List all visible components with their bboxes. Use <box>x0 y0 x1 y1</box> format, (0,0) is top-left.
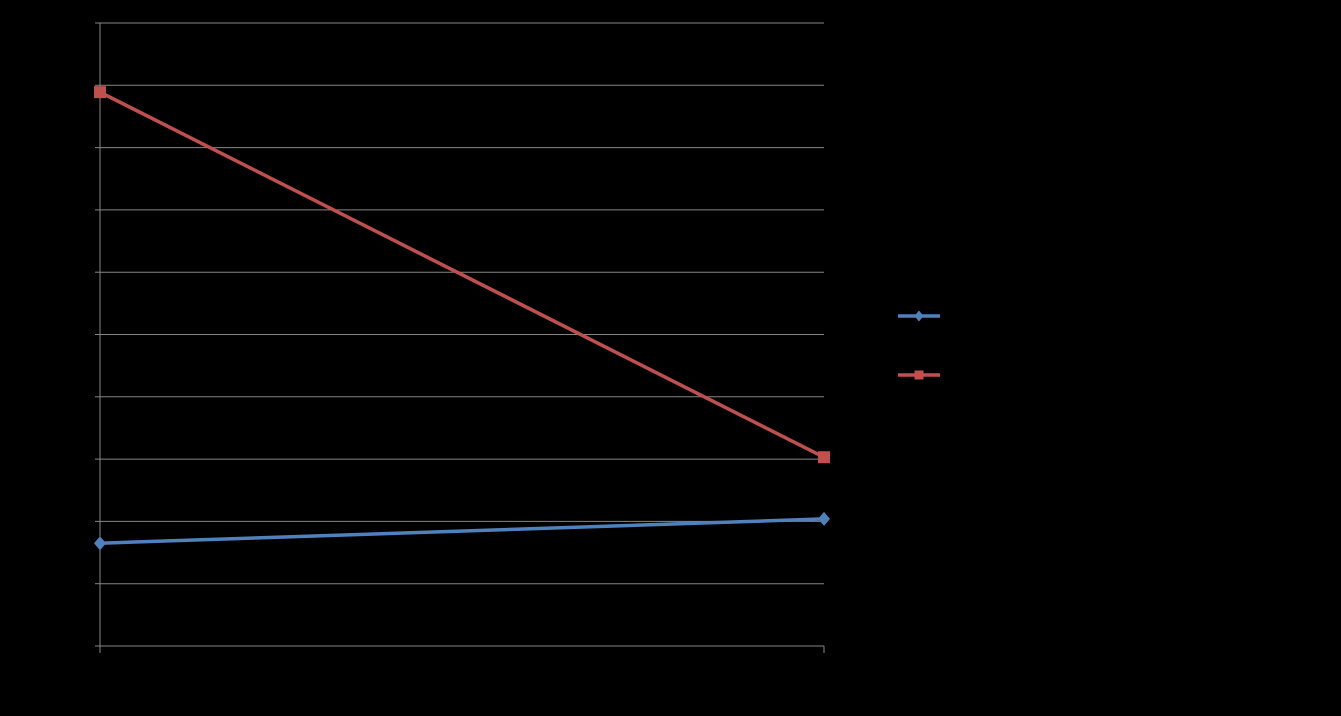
y-tick-label: 10 <box>77 15 91 29</box>
series-line <box>99 90 825 459</box>
y-tick-label: 8 <box>83 140 90 154</box>
marker <box>94 536 106 551</box>
y-tick-label: 1 <box>83 576 90 590</box>
marker <box>914 370 924 380</box>
marker <box>914 310 924 322</box>
y-tick-label: 6 <box>83 264 90 278</box>
y-tick-label: 5 <box>83 327 90 341</box>
y-tick-label: 3 <box>83 451 90 465</box>
y-tick-label: 2 <box>83 514 90 528</box>
y-tick-label: 9 <box>83 77 90 91</box>
y-tick-label: 0 <box>83 638 90 652</box>
y-tick-label: 4 <box>83 389 90 403</box>
series-line <box>99 517 825 545</box>
marker <box>818 511 830 526</box>
marker <box>94 86 106 99</box>
y-tick-label: 7 <box>83 202 90 216</box>
marker <box>818 451 830 464</box>
